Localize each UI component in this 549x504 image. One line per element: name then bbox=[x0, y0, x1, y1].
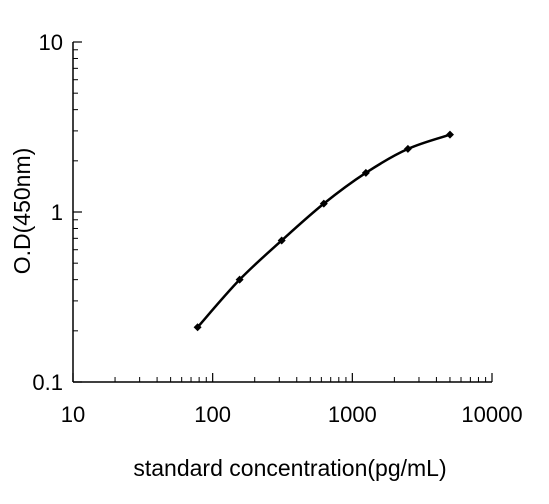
data-point bbox=[319, 199, 328, 208]
series-line bbox=[196, 133, 451, 329]
y-major-ticks bbox=[73, 41, 82, 383]
data-point bbox=[445, 130, 454, 139]
data-point bbox=[277, 236, 286, 245]
axes: 0.1 1 10 10 100 1000 10000 bbox=[32, 30, 522, 427]
x-tick-labels: 10 100 1000 10000 bbox=[61, 402, 523, 427]
y-tick-label: 0.1 bbox=[32, 370, 63, 395]
series-layer bbox=[193, 130, 454, 332]
data-point bbox=[235, 275, 244, 284]
y-axis-title: O.D(450nm) bbox=[9, 148, 35, 275]
data-point bbox=[403, 144, 412, 153]
x-tick-label: 10 bbox=[61, 402, 85, 427]
x-axis-title: standard concentration(pg/mL) bbox=[133, 455, 446, 481]
x-minor-ticks bbox=[114, 377, 487, 382]
y-tick-label: 1 bbox=[51, 200, 63, 225]
x-tick-label: 10000 bbox=[461, 402, 522, 427]
x-major-ticks bbox=[72, 373, 493, 382]
data-point bbox=[361, 168, 370, 177]
x-tick-label: 100 bbox=[194, 402, 231, 427]
y-minor-ticks bbox=[73, 49, 78, 332]
y-tick-labels: 0.1 1 10 bbox=[32, 30, 63, 395]
data-point bbox=[193, 323, 202, 332]
y-tick-label: 10 bbox=[39, 30, 63, 55]
x-tick-label: 1000 bbox=[328, 402, 377, 427]
